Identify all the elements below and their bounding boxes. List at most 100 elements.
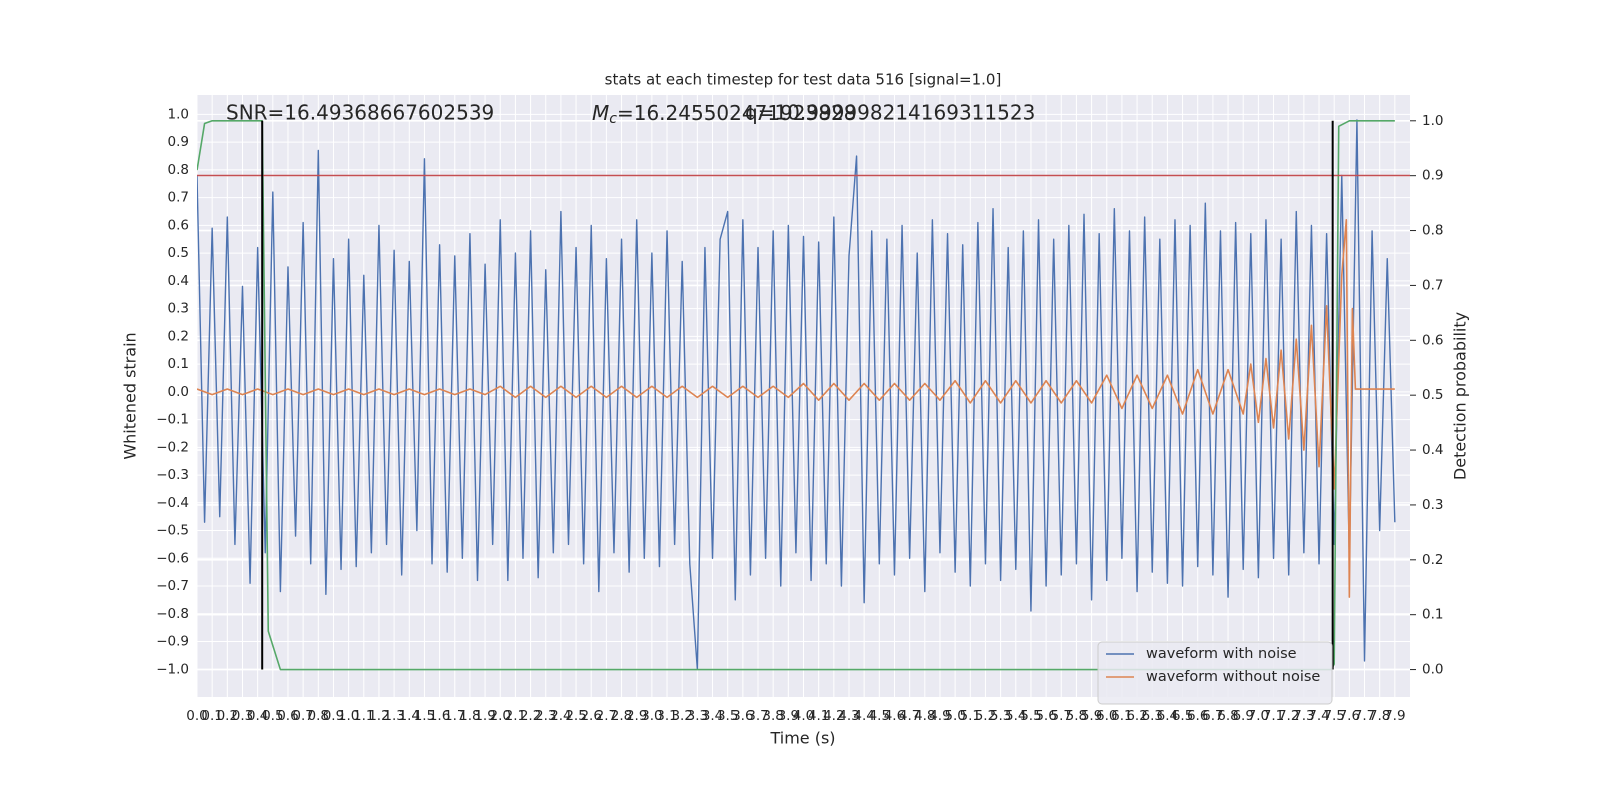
x-tick-label: 2.1	[505, 708, 526, 724]
y-tick-label: 0.9	[168, 134, 189, 150]
x-tick-label: 1.6	[429, 708, 450, 724]
plot-marks	[197, 119, 1410, 671]
y2-tick-label: 0.4	[1422, 442, 1443, 458]
x-tick-label: 1.7	[444, 708, 465, 724]
x-tick-label: 0.2	[217, 708, 238, 724]
y-tick-label: −0.4	[156, 495, 189, 511]
x-tick-label: 2.4	[550, 708, 571, 724]
y-tick-label: −0.9	[156, 634, 189, 650]
x-tick-label: 6.6	[1187, 708, 1208, 724]
x-tick-label: 7.7	[1354, 708, 1375, 724]
x-tick-label: 2.5	[565, 708, 586, 724]
y2-tick-label: 0.7	[1422, 277, 1443, 293]
x-tick-label: 1.9	[474, 708, 495, 724]
x-tick-label: 5.6	[1035, 708, 1056, 724]
x-tick-label: 7.6	[1339, 708, 1360, 724]
x-tick-label: 1.5	[414, 708, 435, 724]
x-tick-label: 5.1	[960, 708, 981, 724]
series-line	[197, 119, 1396, 670]
y-tick-label: 0.6	[168, 217, 189, 233]
x-tick-label: 4.3	[838, 708, 859, 724]
y-tick-label: −1.0	[156, 661, 189, 677]
y-tick-label: 0.3	[168, 301, 189, 317]
legend-label: waveform without noise	[1146, 669, 1320, 685]
x-tick-label: 2.9	[626, 708, 647, 724]
y-tick-label: −0.2	[156, 439, 189, 455]
x-tick-label: 6.5	[1172, 708, 1193, 724]
x-axis-label: Time (s)	[769, 729, 835, 748]
x-tick-label: 3.1	[656, 708, 677, 724]
x-tick-label: 6.3	[1141, 708, 1162, 724]
x-tick-label: 0.3	[232, 708, 253, 724]
x-tick-label: 6.7	[1202, 708, 1223, 724]
annotation-value: =16.245502471923828	[617, 101, 856, 125]
x-tick-label: 1.3	[383, 708, 404, 724]
x-tick-label: 0.5	[262, 708, 283, 724]
annotation: SNR=16.49368667602539	[226, 101, 494, 125]
y-axis-label: Whitened strain	[121, 332, 140, 459]
x-tick-label: 3.9	[778, 708, 799, 724]
annotation-symbol: M	[592, 101, 609, 125]
y-tick-label: −0.1	[156, 412, 189, 428]
y-tick-label: −0.6	[156, 550, 189, 566]
y2-tick-label: 0.3	[1422, 497, 1443, 513]
x-tick-label: 0.8	[308, 708, 329, 724]
y2-tick-label: 1.0	[1422, 113, 1443, 129]
y-tick-label: −0.5	[156, 523, 189, 539]
y-tick-label: 0.4	[168, 273, 189, 289]
legend-label: waveform with noise	[1146, 646, 1297, 662]
x-tick-label: 6.8	[1217, 708, 1238, 724]
series-line	[197, 119, 1395, 671]
x-tick-label: 3.6	[732, 708, 753, 724]
grid	[196, 95, 1410, 697]
x-tick-label: 3.3	[687, 708, 708, 724]
y2-tick-label: 0.1	[1422, 607, 1443, 623]
x-tick-label: 4.2	[823, 708, 844, 724]
x-tick-label: 2.7	[596, 708, 617, 724]
x-tick-label: 7.9	[1384, 708, 1405, 724]
y-tick-label: −0.3	[156, 467, 189, 483]
x-tick-label: 4.6	[884, 708, 905, 724]
x-tick-label: 1.0	[338, 708, 359, 724]
y2-tick-label: 0.8	[1422, 223, 1443, 239]
series-line	[197, 219, 1395, 598]
x-tick-label: 5.4	[1005, 708, 1026, 724]
x-tick-label: 3.8	[762, 708, 783, 724]
x-tick-label: 3.2	[671, 708, 692, 724]
x-tick-label: 2.8	[611, 708, 632, 724]
y-tick-label: 0.8	[168, 162, 189, 178]
legend: waveform with noise waveform without nois…	[1097, 641, 1333, 705]
axes: 0.00.10.20.30.40.50.60.70.80.91.01.11.21…	[156, 106, 1443, 724]
x-tick-label: 5.8	[1066, 708, 1087, 724]
x-tick-label: 1.4	[399, 708, 420, 724]
x-tick-label: 6.2	[1126, 708, 1147, 724]
x-tick-label: 3.0	[641, 708, 662, 724]
y-tick-label: 1.0	[168, 106, 189, 122]
x-tick-label: 1.2	[368, 708, 389, 724]
x-tick-label: 7.2	[1278, 708, 1299, 724]
x-tick-label: 7.5	[1323, 708, 1344, 724]
x-tick-label: 5.7	[1051, 708, 1072, 724]
y-tick-label: −0.7	[156, 578, 189, 594]
x-tick-label: 6.1	[1111, 708, 1132, 724]
x-tick-label: 3.5	[717, 708, 738, 724]
x-tick-label: 0.9	[323, 708, 344, 724]
x-tick-label: 0.6	[277, 708, 298, 724]
x-tick-label: 4.5	[869, 708, 890, 724]
chart-title: stats at each timestep for test data 516…	[605, 71, 1002, 89]
x-tick-label: 6.4	[1157, 708, 1178, 724]
x-tick-label: 7.1	[1263, 708, 1284, 724]
x-tick-label: 6.9	[1232, 708, 1253, 724]
x-tick-label: 7.4	[1308, 708, 1329, 724]
y-tick-label: 0.5	[168, 245, 189, 261]
y-tick-label: −0.8	[156, 606, 189, 622]
y-tick-label: 0.7	[168, 190, 189, 206]
y2-tick-label: 0.9	[1422, 168, 1443, 184]
x-tick-label: 5.5	[1020, 708, 1041, 724]
x-tick-label: 2.3	[535, 708, 556, 724]
x-tick-label: 4.8	[914, 708, 935, 724]
x-tick-label: 2.0	[490, 708, 511, 724]
annotation: Mc=16.245502471923828	[592, 101, 856, 128]
x-tick-label: 1.1	[353, 708, 374, 724]
